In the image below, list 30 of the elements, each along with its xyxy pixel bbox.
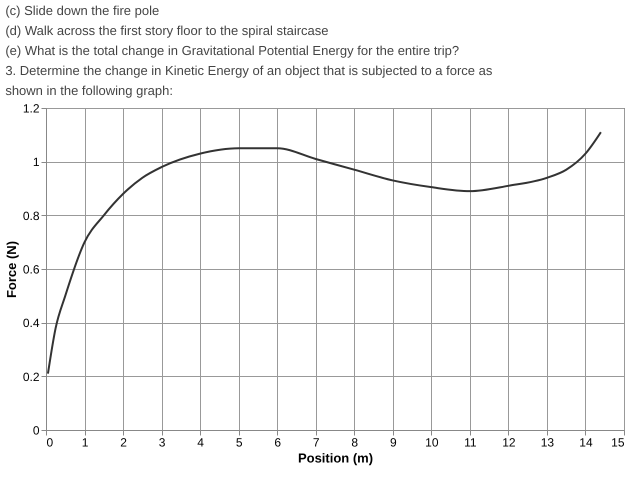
text: (c) Slide down the fire pole [5,3,160,18]
y-tick-label: 0.6 [22,262,40,276]
x-tick-label: 5 [236,436,243,450]
x-tick-label: 9 [390,436,397,450]
x-tick-label: 12 [502,436,516,450]
y-tick-label: 0.8 [22,208,40,223]
x-tick-label: 0 [46,436,54,450]
y-tick-label: 0.2 [22,370,40,384]
line-series [46,131,602,375]
x-tick-label: 13 [540,436,554,450]
x-axis-title: Position (m) [298,450,374,466]
x-tick-label: 6 [274,436,282,450]
x-tick-label: 1 [82,436,89,450]
x-tick-label: 3 [158,436,166,450]
x-tick-label: 11 [464,436,477,450]
x-tick-label: 10 [425,436,439,450]
chart-title: 3. Determine the change in Kinetic Energy of an object that is subjected to a force as shown in the following graph: [5,63,493,98]
text: (d) Walk across the first story floor to the spiral staircase [5,23,328,38]
x-tick-label: 14 [579,436,593,450]
text: (e) What is the total change in Gravitational Potential Energy for the entire trip? [5,43,460,58]
y-axis-title: Force (N) [4,240,19,298]
x-tick-label: 8 [351,436,358,450]
x-tick-label: 2 [120,436,128,450]
y-tick-label: 1.2 [22,102,40,116]
y-tick-label: 0.4 [22,316,40,330]
x-tick-label: 15 [611,436,625,450]
x-tick-label: 7 [312,436,320,450]
y-tick-label: 0 [32,424,40,438]
y-tick-label: 1 [32,155,40,170]
x-tick-label: 4 [197,436,204,450]
